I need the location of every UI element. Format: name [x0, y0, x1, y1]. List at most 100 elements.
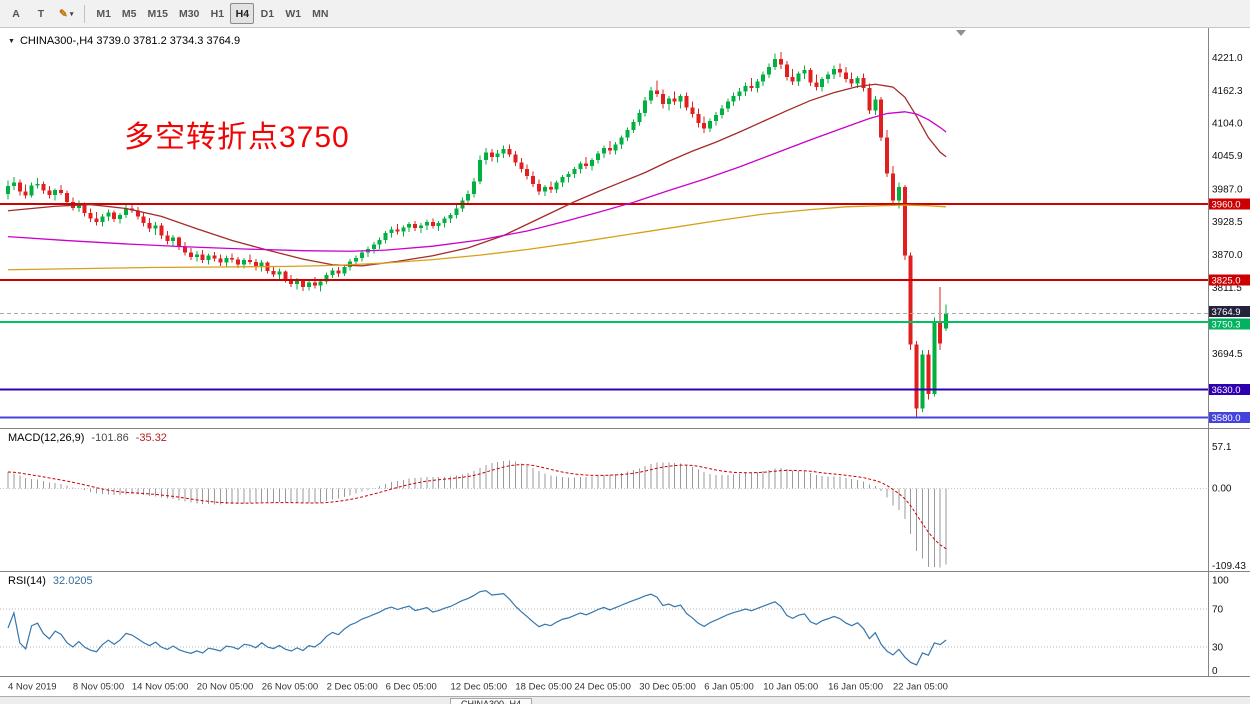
price-axis-tick: 3987.0: [1212, 184, 1243, 195]
rsi-value: 32.0205: [52, 575, 93, 587]
chart-tab-bar: CHINA300-,H4: [0, 696, 1250, 704]
candle-body: [519, 162, 524, 170]
candle-body: [920, 354, 925, 409]
candle-body: [242, 260, 246, 265]
time-axis-label: 4 Nov 2019: [8, 682, 57, 693]
candle-body: [342, 266, 347, 274]
rsi-axis-tick: 30: [1212, 643, 1224, 654]
timeframe-button-d1[interactable]: D1: [255, 3, 279, 24]
candle-body: [295, 281, 300, 284]
candle-body: [761, 74, 766, 82]
time-axis-label: 14 Nov 05:00: [132, 682, 189, 693]
candle-body: [696, 114, 701, 124]
candle-body: [631, 121, 636, 130]
price-axis-tick: 4162.3: [1212, 86, 1243, 97]
macd-signal-line: [7, 464, 947, 550]
rsi-axis-tick: 100: [1212, 576, 1229, 587]
toolbar: A T ✎ ▾ M1 M5 M15 M30 H1 H4 D1 W1 MN: [0, 0, 1250, 28]
candle-body: [419, 225, 423, 229]
candle-body: [283, 271, 288, 280]
price-tag-label: 3580.0: [1212, 413, 1241, 424]
timeframe-button-h4[interactable]: H4: [230, 3, 255, 24]
candle-body: [808, 70, 813, 83]
candle-body: [885, 137, 890, 174]
candle-body: [590, 160, 595, 166]
time-axis-label: 10 Jan 05:00: [763, 682, 818, 693]
colors-tool-button[interactable]: ✎ ▾: [54, 3, 78, 24]
candle-body: [755, 81, 760, 89]
candle-body: [65, 192, 69, 202]
candle-body: [714, 115, 718, 121]
candle-body: [472, 181, 477, 194]
candle-body: [147, 223, 152, 229]
cursor-tool-icon: A: [12, 7, 20, 20]
price-axis-tick: 3928.5: [1212, 217, 1243, 228]
candle-body: [354, 257, 359, 262]
timeframe-button-h1[interactable]: H1: [205, 3, 229, 24]
candle-body: [194, 254, 199, 257]
candle-body: [183, 246, 187, 253]
timeframe-button-m15[interactable]: M15: [143, 3, 173, 24]
candle-body: [649, 90, 654, 101]
price-tag: [1209, 412, 1250, 424]
text-tool-icon: T: [37, 7, 45, 20]
macd-value-main: -101.86: [91, 432, 129, 444]
candle-body: [11, 182, 16, 187]
macd-axis-tick: 57.1: [1212, 442, 1232, 453]
candle-body: [542, 187, 547, 192]
price-axis-tick: 3694.5: [1212, 349, 1243, 360]
toolbar-separator: [84, 4, 86, 23]
candle-body: [6, 186, 10, 194]
timeframe-button-m1[interactable]: M1: [91, 3, 116, 24]
candle-body: [271, 270, 276, 275]
candle-body: [200, 254, 205, 261]
candle-body: [389, 229, 394, 234]
time-axis-label: 26 Nov 05:00: [262, 682, 319, 693]
price-axis-tick: 3811.5: [1212, 283, 1242, 294]
candle-body: [301, 281, 305, 288]
price-axis-tick: 4221.0: [1212, 53, 1243, 64]
candle-body: [902, 187, 907, 256]
candle-body: [531, 175, 536, 184]
candle-body: [277, 271, 282, 275]
candle-body: [483, 152, 488, 161]
macd-axis-tick: 0.00: [1212, 484, 1232, 495]
candle-body: [442, 218, 447, 224]
candle-body: [684, 96, 689, 108]
macd-value-signal: -35.32: [135, 432, 167, 444]
price-tag-label: 3825.0: [1212, 275, 1241, 286]
candle-body: [749, 85, 754, 89]
timeframe-button-m30[interactable]: M30: [174, 3, 204, 24]
candle-body: [643, 100, 648, 113]
candle-body: [53, 189, 58, 196]
candle-body: [548, 187, 553, 190]
rsi-axis-tick: 0: [1212, 666, 1218, 677]
cursor-tool-button[interactable]: A: [4, 3, 28, 24]
candle-body: [678, 96, 683, 102]
candle-body: [212, 255, 217, 259]
text-tool-button[interactable]: T: [29, 3, 53, 24]
timeframe-button-group: M1 M5 M15 M30 H1 H4 D1 W1 MN: [91, 3, 333, 24]
candle-body: [867, 88, 872, 111]
candle-body: [708, 120, 713, 129]
candle-body: [466, 193, 471, 201]
candle-body: [554, 182, 559, 190]
candle-body: [666, 98, 671, 104]
chart-svg[interactable]: 4221.0 4162.3 4104.0 4045.9 3987.0 3928.5 3870…: [0, 28, 1250, 696]
candle-body: [407, 224, 412, 228]
candle-body: [784, 64, 789, 77]
timeframe-button-w1[interactable]: W1: [280, 3, 306, 24]
candle-body: [596, 153, 600, 161]
candle-body: [655, 90, 659, 94]
price-tag-label: 3630.0: [1212, 385, 1241, 396]
candle-body: [177, 237, 182, 247]
candle-body: [289, 279, 294, 284]
macd-name: MACD(12,26,9): [8, 432, 85, 444]
timeframe-button-mn[interactable]: MN: [307, 3, 333, 24]
candle-body: [613, 144, 618, 151]
candle-body: [106, 212, 111, 217]
candle-body: [436, 223, 441, 226]
rsi-line: [7, 590, 947, 666]
timeframe-button-m5[interactable]: M5: [117, 3, 142, 24]
chart-tab-china300[interactable]: CHINA300-,H4: [450, 698, 533, 704]
